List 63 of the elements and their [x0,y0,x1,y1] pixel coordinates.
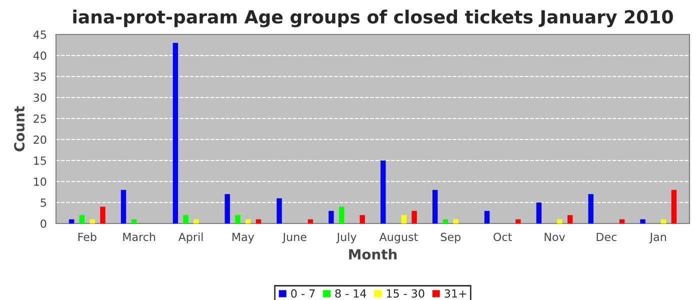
bar [235,215,240,224]
bar [380,160,386,224]
x-tick-label: April [178,232,203,244]
y-tick-label: 0 [40,219,46,228]
legend-label: 0 - 7 [291,289,315,298]
bar [308,219,314,224]
y-tick-label: 10 [34,177,46,186]
y-tick-label: 30 [34,93,46,102]
bar [100,206,106,224]
x-tick-label: August [379,232,418,244]
bar [453,219,458,224]
y-tick-label: 25 [34,114,46,123]
x-tick-label: May [232,232,254,244]
bar [68,219,74,224]
y-tick-label: 45 [33,30,46,39]
x-tick-label: Sep [440,232,460,244]
bar [588,194,594,224]
bar [567,215,573,224]
bar [516,219,521,224]
x-tick-label: June [282,232,306,244]
bar [660,219,666,224]
bar [183,215,188,224]
bar [671,190,677,224]
y-tick-label: 20 [34,135,46,144]
bar [412,210,417,224]
bar [131,219,136,224]
bar [536,202,542,224]
y-tick-label: 15 [34,156,46,165]
bar [256,219,262,224]
bar [619,219,625,224]
bar [484,210,490,224]
legend-label: 15 - 30 [386,289,424,298]
bar [276,198,282,224]
bar [224,194,230,224]
x-tick-label: Dec [596,232,616,242]
bar [79,215,85,224]
bar [339,206,344,224]
bar [432,190,438,224]
x-tick-label: March [123,232,156,242]
bar [120,190,126,224]
x-axis-title: Month [349,248,397,260]
bar [557,219,562,224]
x-tick-label: July [336,232,356,244]
x-tick-label: Jan [649,232,666,244]
x-tick-label: Oct [494,232,512,242]
bar [172,42,178,224]
legend-label: 31+ [444,289,466,298]
bar [442,219,448,224]
bar [360,215,365,224]
bar [328,210,334,224]
x-tick-label: Nov [544,232,565,242]
x-tick-label: Feb [78,232,96,242]
y-axis-title: Count [14,106,25,152]
bar [401,215,406,224]
bar [194,219,199,224]
chart-title: iana-prot-param Age groups of closed tickets January 2010 [73,10,673,28]
bar [640,219,646,224]
legend-label: 8 - 14 [335,289,366,298]
bar [90,219,95,224]
y-tick-label: 40 [33,51,46,60]
y-tick-label: 5 [40,198,46,207]
y-tick-label: 35 [34,72,46,81]
bar [246,219,251,224]
